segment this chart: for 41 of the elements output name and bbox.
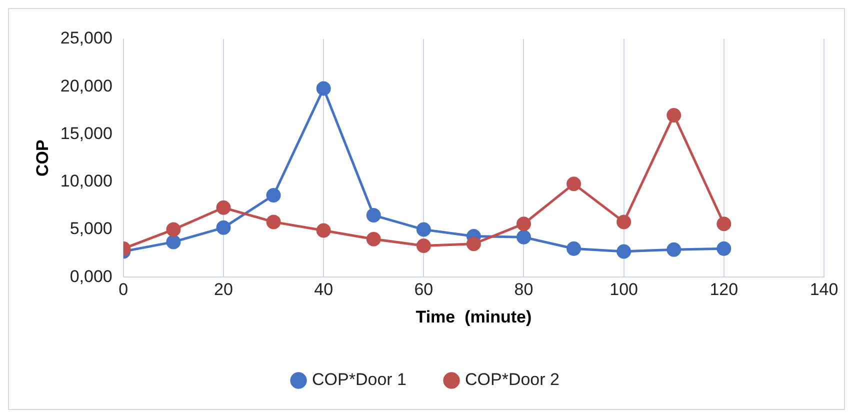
- point: [216, 220, 231, 235]
- point: [166, 222, 181, 237]
- point: [716, 241, 732, 256]
- x-axis-title: Time (minute): [416, 307, 532, 326]
- point: [716, 216, 732, 232]
- point: [416, 238, 431, 254]
- legend-label: COP*Door 1: [312, 370, 407, 390]
- point: [516, 230, 531, 244]
- x-tick-label: 40: [314, 280, 334, 300]
- point: [216, 200, 231, 215]
- point: [566, 176, 582, 192]
- x-tick-label: 80: [514, 280, 534, 300]
- point: [666, 108, 682, 122]
- y-tick-label: 5,000: [70, 219, 112, 238]
- point: [466, 236, 481, 252]
- y-tick-label: 25,000: [60, 28, 112, 48]
- point: [416, 222, 431, 237]
- point: [666, 242, 682, 257]
- x-tick-label: 60: [414, 280, 434, 300]
- point: [266, 188, 281, 203]
- point: [516, 216, 531, 232]
- point: [616, 244, 632, 259]
- legend-label: COP*Door 2: [465, 370, 560, 390]
- y-tick-label: 20,000: [60, 76, 112, 96]
- point: [316, 81, 331, 96]
- y-tick-label: 15,000: [60, 124, 112, 143]
- x-tick-label: 100: [610, 280, 638, 300]
- point: [166, 234, 181, 250]
- point: [616, 214, 632, 230]
- y-tick-label: 0,000: [70, 266, 112, 286]
- y-axis-title: COP: [32, 140, 52, 177]
- x-tick-label: 140: [810, 280, 838, 300]
- x-tick-label: 20: [214, 280, 233, 300]
- x-tick-label: 0: [118, 280, 128, 300]
- point: [366, 232, 381, 246]
- point: [316, 223, 331, 238]
- point: [266, 214, 281, 230]
- x-tick-label: 120: [710, 280, 738, 300]
- point: [566, 241, 582, 256]
- point: [366, 208, 381, 223]
- y-tick-label: 10,000: [60, 172, 112, 191]
